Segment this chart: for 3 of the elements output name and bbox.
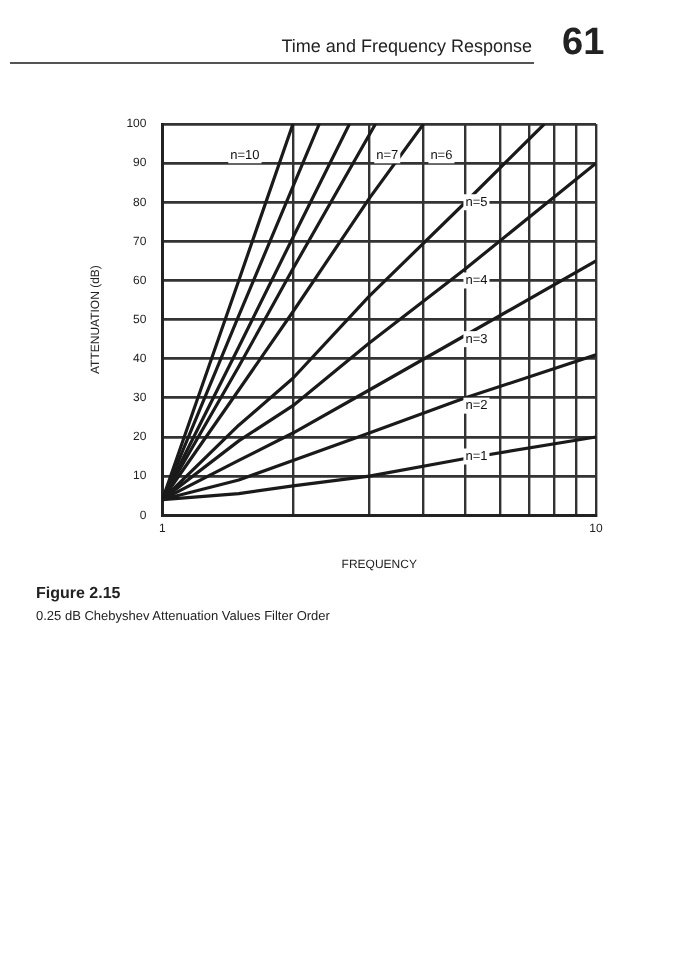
text: Time and Frequency Response xyxy=(281,36,532,56)
caption: Figure 2.15 xyxy=(36,584,121,602)
text: 61 xyxy=(562,22,605,66)
